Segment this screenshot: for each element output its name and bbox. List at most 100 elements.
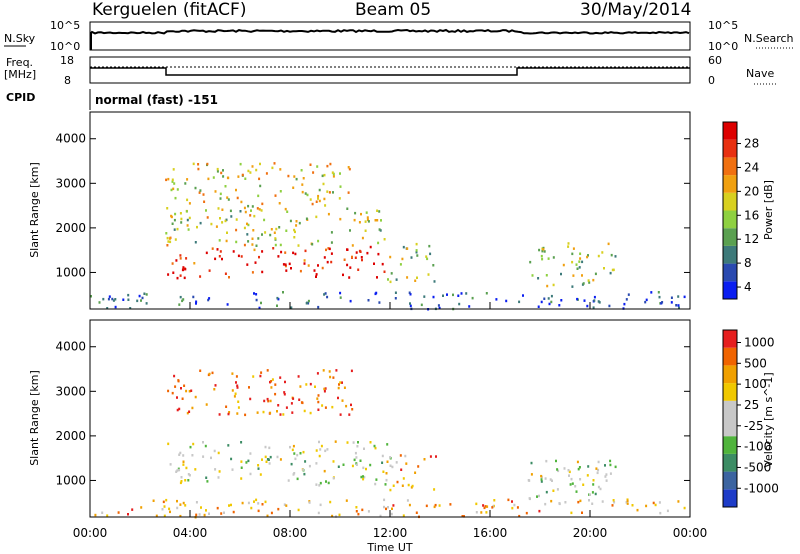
- range-gate-cell: [408, 503, 411, 507]
- range-gate-cell: [205, 476, 208, 479]
- range-gate-cell: [577, 467, 580, 471]
- range-gate-cell: [245, 461, 248, 464]
- range-gate-cell: [145, 293, 148, 296]
- range-gate-cell: [261, 270, 264, 274]
- range-gate-cell: [208, 297, 211, 300]
- range-gate-cell: [107, 297, 110, 301]
- range-gate-cell: [235, 381, 237, 384]
- range-gate-cell: [171, 391, 174, 395]
- range-gate-cell: [254, 261, 257, 264]
- range-gate-cell: [283, 391, 286, 394]
- range-gate-cell: [252, 375, 255, 378]
- range-gate-cell: [332, 191, 334, 194]
- range-gate-cell: [240, 460, 243, 463]
- range-gate-cell: [179, 257, 182, 260]
- range-gate-cell: [140, 299, 142, 302]
- range-gate-cell: [290, 402, 293, 405]
- range-gate-cell: [187, 473, 190, 476]
- range-gate-cell: [243, 226, 246, 230]
- range-gate-cell: [311, 202, 314, 206]
- range-gate-cell: [355, 510, 358, 513]
- range-gate-cell: [173, 218, 176, 222]
- range-gate-cell: [236, 196, 239, 200]
- y-tick-label: 4000: [55, 132, 86, 146]
- range-gate-cell: [324, 387, 327, 390]
- range-gate-cell: [261, 503, 264, 506]
- freq-label: Freq.: [6, 56, 33, 69]
- beam-title: Beam 05: [355, 0, 431, 20]
- range-gate-cell: [677, 304, 680, 307]
- range-gate-cell: [290, 267, 292, 270]
- range-gate-cell: [270, 511, 273, 515]
- range-gate-cell: [338, 383, 340, 386]
- colorbar-tick-label: 8: [744, 256, 752, 270]
- range-gate-cell: [214, 257, 217, 261]
- colorbar-segment: [723, 122, 737, 140]
- range-gate-cell: [392, 484, 395, 487]
- range-gate-cell: [284, 264, 287, 268]
- range-gate-cell: [194, 395, 197, 399]
- range-gate-cell: [353, 218, 356, 222]
- range-gate-cell: [274, 243, 277, 247]
- range-gate-cell: [339, 291, 342, 295]
- range-gate-cell: [179, 481, 182, 485]
- range-gate-cell: [290, 462, 293, 466]
- range-gate-cell: [579, 257, 582, 260]
- y-tick-label: 1000: [55, 265, 86, 279]
- range-gate-cell: [558, 304, 561, 307]
- range-gate-cell: [257, 237, 260, 240]
- range-gate-cell: [350, 369, 353, 373]
- range-gate-cell: [381, 461, 384, 464]
- range-gate-cell: [112, 299, 115, 302]
- range-gate-cell: [219, 217, 221, 220]
- range-gate-cell: [255, 244, 258, 247]
- range-gate-cell: [414, 279, 417, 282]
- range-gate-cell: [192, 295, 195, 299]
- range-gate-cell: [295, 224, 298, 227]
- range-gate-cell: [516, 506, 519, 509]
- range-gate-cell: [320, 444, 323, 448]
- range-gate-cell: [326, 260, 329, 264]
- range-gate-cell: [192, 442, 195, 446]
- range-gate-cell: [390, 512, 393, 516]
- range-gate-cell: [239, 162, 242, 166]
- range-gate-cell: [279, 413, 282, 416]
- range-gate-cell: [183, 276, 186, 280]
- range-gate-cell: [411, 484, 414, 488]
- range-gate-cell: [401, 484, 404, 487]
- range-gate-cell: [145, 302, 148, 305]
- range-gate-cell: [232, 250, 235, 253]
- range-gate-cell: [323, 387, 326, 391]
- range-gate-cell: [284, 207, 287, 211]
- range-gate-cell: [280, 250, 283, 254]
- range-gate-cell: [323, 197, 326, 201]
- range-gate-cell: [260, 301, 262, 305]
- range-gate-cell: [187, 228, 190, 231]
- range-gate-cell: [389, 488, 392, 492]
- range-gate-cell: [268, 446, 271, 450]
- range-gate-cell: [180, 476, 183, 479]
- range-gate-cell: [316, 165, 319, 168]
- range-gate-cell: [214, 190, 217, 193]
- range-gate-cell: [335, 369, 338, 372]
- range-gate-cell: [428, 244, 431, 248]
- range-gate-cell: [255, 298, 258, 302]
- range-gate-cell: [182, 460, 185, 463]
- range-gate-cell: [537, 277, 540, 280]
- range-gate-cell: [194, 241, 197, 244]
- range-gate-cell: [505, 299, 508, 303]
- range-gate-cell: [495, 298, 498, 301]
- range-gate-cell: [162, 500, 165, 504]
- range-gate-cell: [299, 385, 302, 388]
- range-gate-cell: [383, 270, 386, 273]
- range-gate-cell: [283, 503, 286, 506]
- range-gate-cell: [264, 455, 267, 459]
- range-gate-cell: [203, 200, 206, 203]
- range-gate-cell: [475, 511, 478, 514]
- range-gate-cell: [614, 465, 617, 469]
- range-gate-cell: [318, 188, 321, 192]
- range-gate-cell: [178, 468, 181, 472]
- range-gate-cell: [257, 464, 260, 467]
- range-gate-cell: [319, 448, 322, 451]
- range-gate-cell: [609, 472, 612, 475]
